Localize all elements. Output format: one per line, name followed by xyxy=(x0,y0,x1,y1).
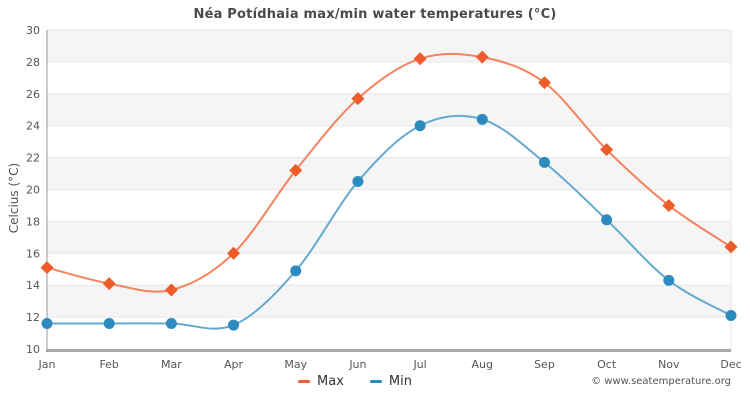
min-point-aug[interactable] xyxy=(476,113,488,125)
plot-band xyxy=(47,93,731,126)
x-tick-label-feb: Feb xyxy=(99,358,118,371)
max-point-may[interactable] xyxy=(289,163,303,177)
min-point-sep[interactable] xyxy=(538,156,550,168)
y-tick-label: 30 xyxy=(26,24,40,37)
x-tick-label-sep: Sep xyxy=(534,358,555,371)
y-tick-label: 26 xyxy=(26,88,40,101)
y-tick-label: 24 xyxy=(26,120,40,133)
min-point-jan[interactable] xyxy=(41,317,53,329)
x-tick-label-may: May xyxy=(284,358,307,371)
legend: Max Min xyxy=(298,374,412,389)
y-tick-label: 16 xyxy=(26,247,40,260)
chart-title: Néa Potídhaia max/min water temperatures… xyxy=(193,7,557,22)
min-point-nov[interactable] xyxy=(663,274,675,286)
legend-swatch-max-icon xyxy=(298,380,311,383)
min-point-apr[interactable] xyxy=(228,319,240,331)
max-point-jun[interactable] xyxy=(351,92,365,106)
y-tick-label: 12 xyxy=(26,311,40,324)
plot-band xyxy=(47,157,731,190)
min-point-may[interactable] xyxy=(290,265,302,277)
legend-item-min[interactable]: Min xyxy=(369,374,412,389)
max-point-aug[interactable] xyxy=(475,50,489,64)
x-axis-line xyxy=(46,349,731,352)
x-tick-label-apr: Apr xyxy=(224,358,244,371)
y-tick-label: 10 xyxy=(26,343,40,356)
legend-swatch-min-icon xyxy=(369,380,382,383)
legend-label-max: Max xyxy=(317,374,344,389)
plot-band xyxy=(47,30,731,62)
min-point-dec[interactable] xyxy=(725,310,737,322)
max-point-sep[interactable] xyxy=(537,76,551,90)
max-point-jul[interactable] xyxy=(413,52,427,66)
plot-band xyxy=(47,285,731,318)
y-tick-label: 20 xyxy=(26,184,40,197)
x-tick-label-jul: Jul xyxy=(412,358,426,371)
max-point-jan[interactable] xyxy=(40,261,54,275)
max-point-nov[interactable] xyxy=(662,198,676,212)
y-tick-label: 18 xyxy=(26,215,40,228)
plot-band xyxy=(47,221,731,254)
x-tick-label-dec: Dec xyxy=(720,358,741,371)
x-tick-label-aug: Aug xyxy=(472,358,493,371)
y-tick-label: 22 xyxy=(26,152,40,165)
x-tick-label-mar: Mar xyxy=(161,358,182,371)
copyright-link[interactable]: © www.seatemperature.org xyxy=(591,376,731,387)
x-tick-label-nov: Nov xyxy=(658,358,680,371)
min-point-jul[interactable] xyxy=(414,120,426,132)
x-tick-label-jun: Jun xyxy=(348,358,366,371)
x-tick-label-jan: Jan xyxy=(38,358,56,371)
max-point-apr[interactable] xyxy=(227,246,241,260)
min-point-mar[interactable] xyxy=(165,317,177,329)
max-point-feb[interactable] xyxy=(102,277,116,291)
legend-label-min: Min xyxy=(388,374,412,389)
legend-item-max[interactable]: Max xyxy=(298,374,344,389)
max-point-dec[interactable] xyxy=(724,240,738,254)
min-point-jun[interactable] xyxy=(352,176,364,188)
y-tick-label: 28 xyxy=(26,56,40,69)
x-tick-label-oct: Oct xyxy=(597,358,617,371)
min-point-oct[interactable] xyxy=(601,214,613,226)
max-point-oct[interactable] xyxy=(600,143,614,157)
min-point-feb[interactable] xyxy=(103,317,115,329)
max-point-mar[interactable] xyxy=(164,283,178,297)
y-tick-label: 14 xyxy=(26,279,40,292)
